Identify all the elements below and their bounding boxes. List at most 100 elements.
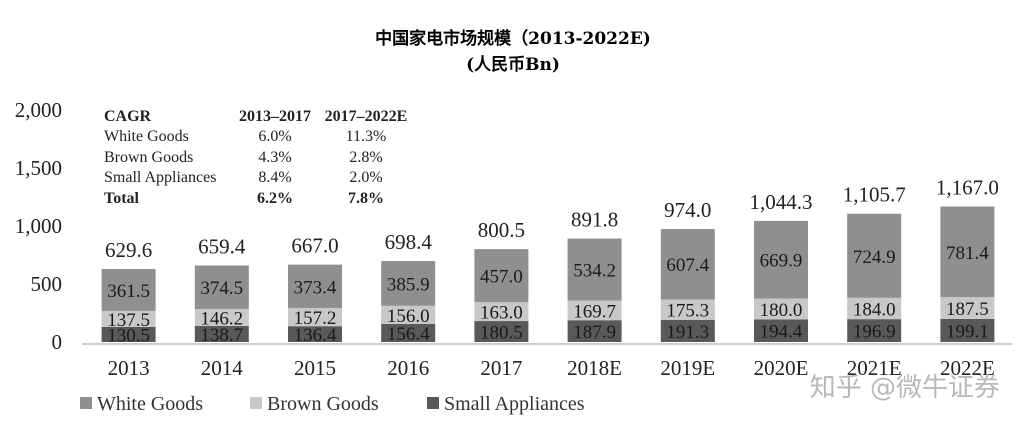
data-label: 137.5 [107, 310, 150, 331]
bar-segment [567, 300, 622, 321]
bar-segment [474, 302, 529, 322]
bar-segment [660, 319, 715, 342]
legend-label: Small Appliances [444, 393, 585, 415]
bar-segment [940, 297, 995, 319]
bar-segment [474, 321, 529, 342]
data-label: 187.9 [573, 322, 616, 343]
total-label: 667.0 [291, 234, 338, 258]
data-label: 607.4 [666, 255, 709, 276]
bar-segment [474, 249, 529, 303]
cagr-cell: Brown Goods [104, 149, 193, 166]
cagr-cell: 6.0% [258, 128, 291, 145]
bar-segment [660, 229, 715, 300]
data-label: 781.4 [946, 243, 989, 264]
data-label: 534.2 [573, 261, 616, 282]
bar-segment [194, 308, 249, 326]
cagr-cell: 8.4% [258, 169, 291, 186]
bar-segment [381, 260, 436, 306]
bar-segment [754, 319, 808, 342]
bar-segment [940, 318, 995, 342]
cagr-cell: Total [104, 190, 140, 207]
watermark: 知乎 @微牛证券 [810, 373, 1000, 403]
bar-segment [101, 310, 156, 327]
data-label: 724.9 [853, 247, 896, 268]
bar-segment [754, 220, 808, 299]
data-label: 175.3 [666, 301, 709, 322]
bar-segment [288, 264, 342, 308]
y-tick-label: 500 [31, 272, 63, 296]
data-label: 157.2 [294, 308, 337, 329]
data-label: 138.7 [200, 325, 243, 346]
total-label: 629.6 [105, 238, 152, 262]
total-label: 891.8 [571, 208, 618, 232]
x-tick-label: 2022E [940, 356, 995, 380]
data-label: 373.4 [294, 277, 337, 298]
cagr-header: 2017–2022E [325, 108, 408, 125]
cagr-cell: White Goods [104, 128, 189, 145]
bar-segment [567, 238, 622, 301]
legend-swatch [250, 397, 262, 409]
cagr-header: CAGR [104, 108, 152, 125]
bar-segment [567, 320, 622, 342]
data-label: 136.4 [294, 325, 337, 346]
data-label: 156.0 [387, 306, 430, 327]
total-label: 698.4 [385, 230, 433, 254]
data-label: 180.0 [760, 300, 803, 321]
bar-segment [101, 268, 156, 311]
data-label: 130.5 [107, 325, 150, 346]
total-label: 800.5 [478, 218, 525, 242]
data-label: 180.5 [480, 323, 523, 344]
bar-segment [847, 319, 902, 342]
total-label: 1,044.3 [750, 190, 813, 214]
total-label: 659.4 [198, 235, 246, 259]
total-label: 974.0 [664, 198, 711, 222]
cagr-header: 2013–2017 [239, 108, 311, 125]
chart-subtitle: (人民币Bn) [466, 55, 560, 75]
bar-segment [194, 265, 249, 309]
bar-segment [288, 307, 342, 327]
x-tick-label: 2014 [201, 356, 244, 380]
cagr-cell: 2.0% [349, 169, 382, 186]
x-tick-label: 2021E [847, 356, 902, 380]
chart-title: 中国家电市场规模（2013-2022E) [375, 29, 651, 49]
x-tick-label: 2016 [387, 356, 429, 380]
legend-swatch [427, 397, 439, 409]
data-label: 191.3 [666, 322, 709, 343]
bar-segment [194, 325, 249, 342]
cagr-cell: 6.2% [257, 190, 293, 207]
x-tick-label: 2015 [294, 356, 336, 380]
bar-segment [847, 297, 902, 320]
cagr-cell: Small Appliances [104, 169, 216, 186]
x-tick-label: 2017 [480, 356, 522, 380]
x-tick-label: 2018E [567, 356, 622, 380]
bar-segment [660, 299, 715, 320]
bar-segment [847, 213, 902, 298]
cagr-cell: 2.8% [349, 149, 382, 166]
data-label: 156.4 [387, 324, 430, 345]
bar-segment [940, 206, 995, 298]
data-label: 194.4 [760, 322, 803, 343]
data-label: 374.5 [200, 278, 243, 299]
y-tick-label: 2,000 [15, 98, 62, 122]
bar-segment [381, 323, 436, 342]
data-label: 457.0 [480, 267, 523, 288]
data-label: 169.7 [573, 301, 616, 322]
total-label: 1,105.7 [843, 183, 906, 207]
data-label: 146.2 [200, 308, 243, 329]
y-tick-label: 1,500 [15, 156, 62, 180]
data-label: 196.9 [853, 322, 896, 343]
bar-segment [101, 326, 156, 342]
legend-label: Brown Goods [267, 393, 379, 415]
x-tick-label: 2020E [754, 356, 809, 380]
legend-swatch [80, 397, 92, 409]
data-label: 187.5 [946, 299, 989, 320]
total-label: 1,167.0 [936, 176, 999, 200]
cagr-cell: 11.3% [346, 128, 387, 145]
data-label: 199.1 [946, 321, 989, 342]
legend-label: White Goods [97, 393, 203, 415]
data-label: 669.9 [760, 251, 803, 272]
x-tick-label: 2013 [108, 356, 150, 380]
x-tick-label: 2019E [660, 356, 715, 380]
y-tick-label: 1,000 [15, 214, 62, 238]
